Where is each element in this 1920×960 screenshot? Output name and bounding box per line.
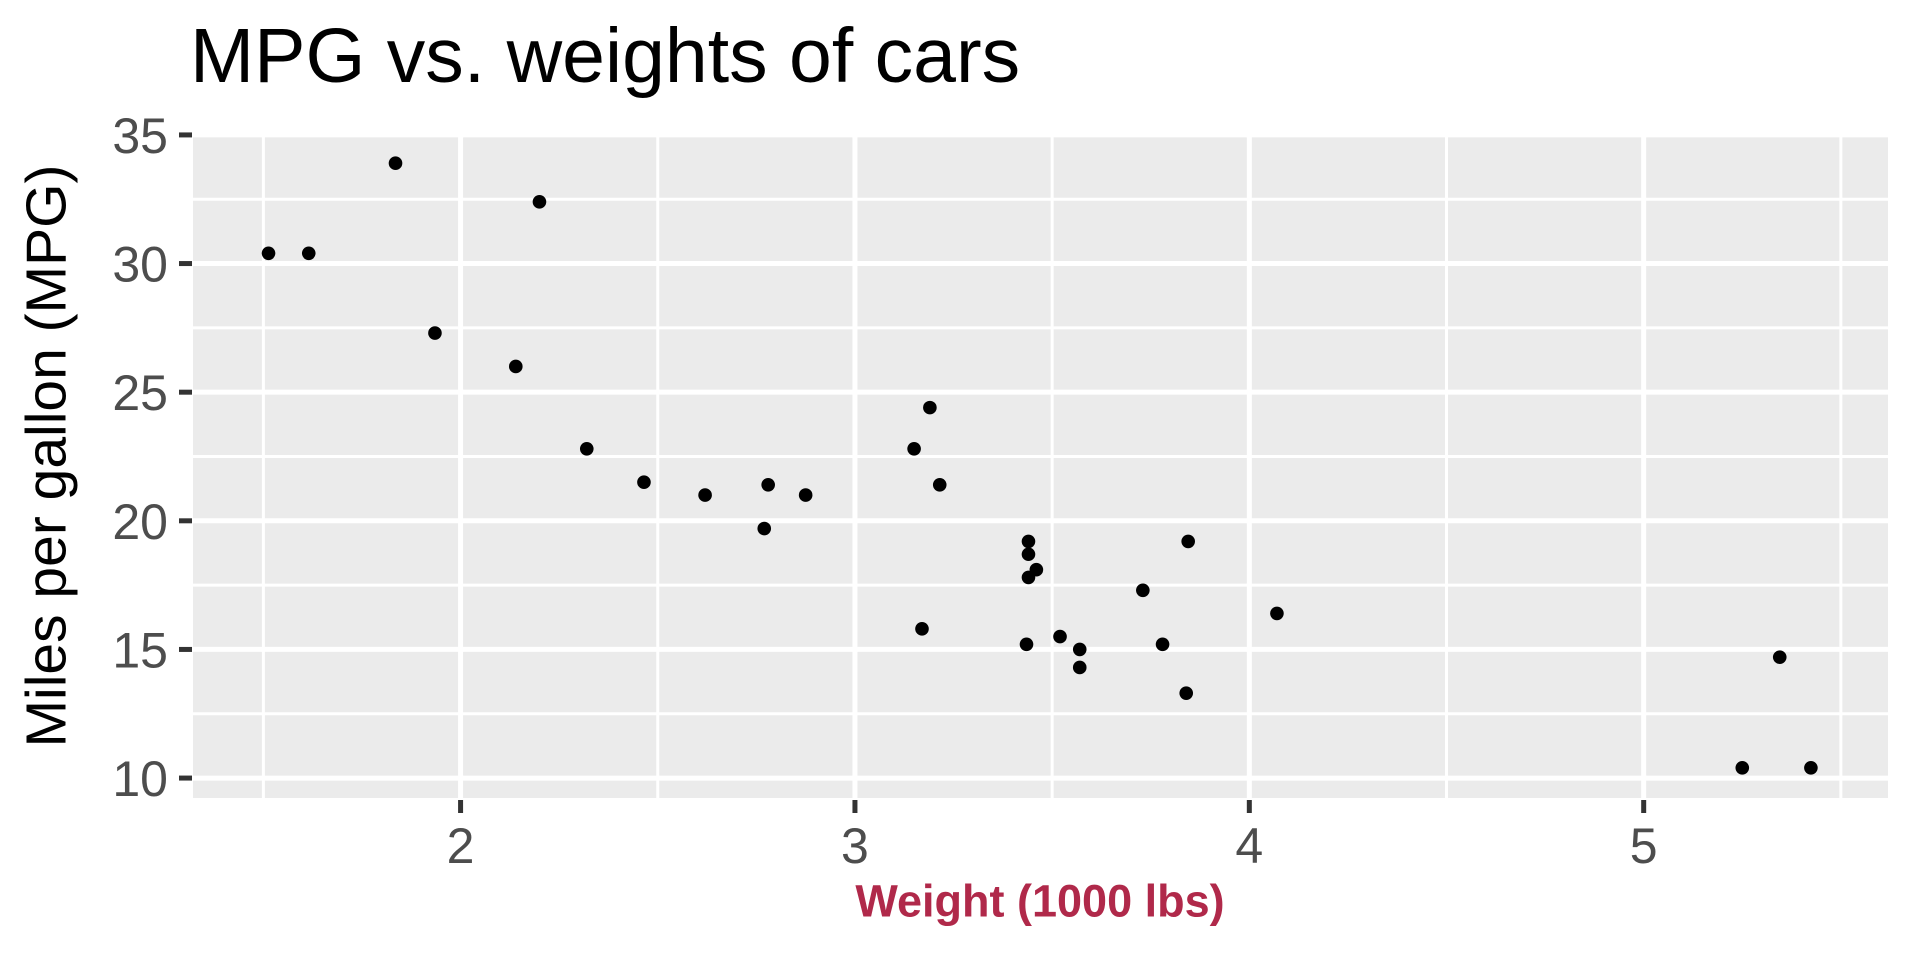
data-point <box>261 246 276 261</box>
data-point <box>1021 534 1036 549</box>
data-point <box>1772 650 1787 664</box>
y-tick-label: 35 <box>112 108 168 164</box>
x-tick-label: 5 <box>1630 818 1658 874</box>
data-point <box>428 326 442 340</box>
data-point <box>1072 642 1087 657</box>
x-tick-label: 3 <box>841 818 869 874</box>
data-point <box>579 441 594 456</box>
y-tick-label: 30 <box>112 237 168 293</box>
data-point <box>1270 606 1284 621</box>
x-tick-label: 2 <box>447 818 475 874</box>
data-point <box>761 477 775 492</box>
panel-background <box>193 133 1888 798</box>
y-tick-label: 25 <box>112 365 168 421</box>
data-point <box>923 400 937 415</box>
y-tick-label: 15 <box>112 622 168 678</box>
data-point <box>1021 570 1036 585</box>
data-point <box>532 195 547 209</box>
data-point <box>1735 760 1750 775</box>
data-point <box>915 622 929 636</box>
data-point <box>907 441 921 456</box>
data-point <box>1021 547 1036 562</box>
x-axis-title: Weight (1000 lbs) <box>855 875 1225 927</box>
y-tick-label: 10 <box>112 751 168 807</box>
x-tick-label: 4 <box>1235 818 1263 874</box>
data-point <box>1053 629 1067 644</box>
data-point <box>637 475 651 490</box>
data-point <box>698 488 712 502</box>
data-point <box>301 246 316 261</box>
y-tick-label: 20 <box>112 494 168 550</box>
data-point <box>388 156 403 171</box>
data-point <box>508 359 523 374</box>
data-point <box>1804 760 1818 775</box>
data-point <box>1179 686 1194 700</box>
y-axis-title: Miles per gallon (MPG) <box>14 164 79 748</box>
data-point <box>1019 637 1034 652</box>
data-point <box>798 488 813 502</box>
data-point <box>1155 637 1170 652</box>
data-point <box>1072 660 1087 675</box>
data-point <box>757 521 772 536</box>
chart-title: MPG vs. weights of cars <box>190 13 1021 99</box>
data-point <box>1136 583 1150 598</box>
data-point <box>1181 534 1195 549</box>
data-point <box>932 477 947 492</box>
